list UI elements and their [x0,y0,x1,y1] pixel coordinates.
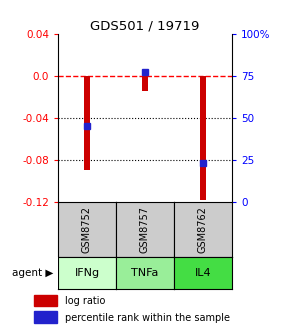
Text: agent ▶: agent ▶ [12,268,53,278]
Bar [84,76,90,170]
Bar [34,295,57,306]
Bar [142,76,148,91]
Text: log ratio: log ratio [65,296,105,306]
Text: percentile rank within the sample: percentile rank within the sample [65,312,230,323]
Bar [34,311,57,323]
Text: GSM8762: GSM8762 [198,206,208,253]
Text: IFNg: IFNg [75,268,99,278]
Text: GSM8752: GSM8752 [82,206,92,253]
Bar [200,76,206,200]
Text: TNFa: TNFa [131,268,159,278]
Text: GSM8757: GSM8757 [140,206,150,253]
Text: IL4: IL4 [195,268,211,278]
Title: GDS501 / 19719: GDS501 / 19719 [90,19,200,33]
